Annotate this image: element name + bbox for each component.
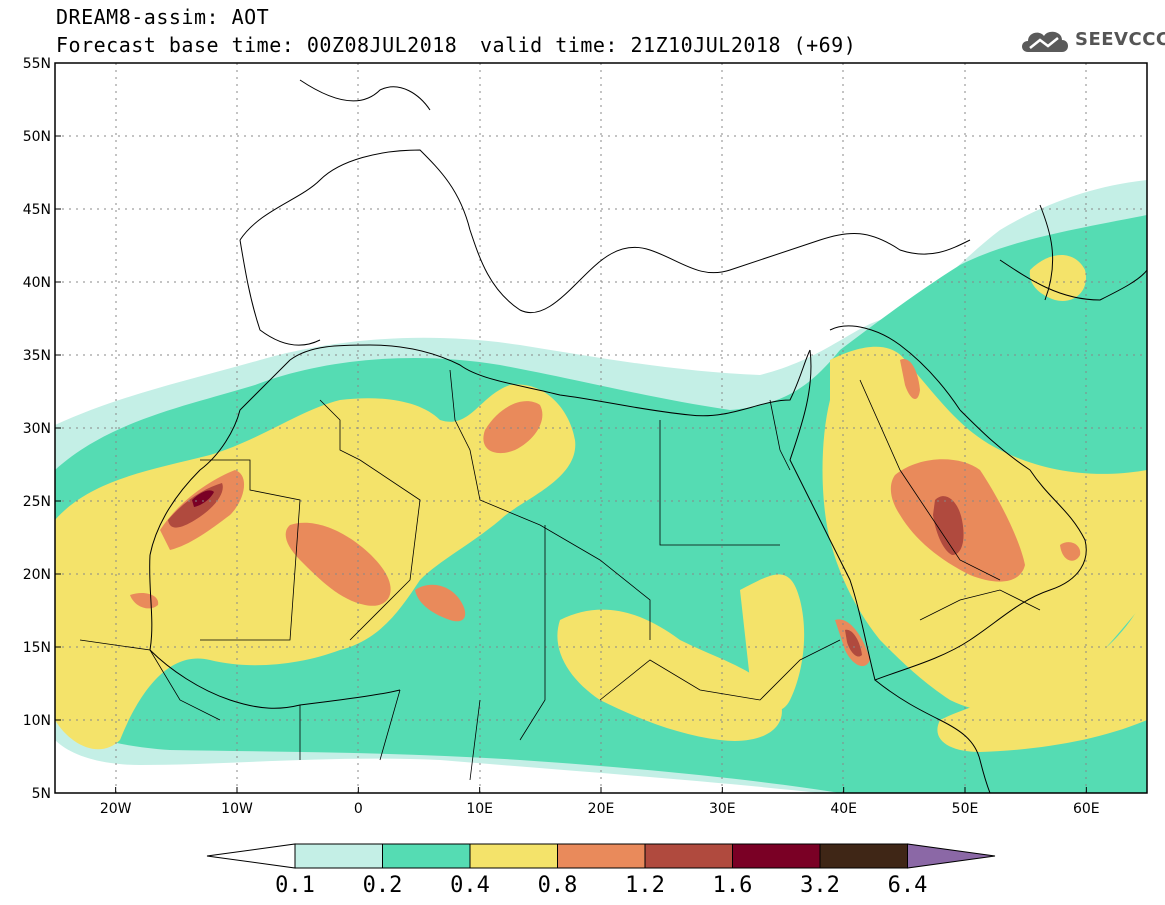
graticule	[55, 63, 1147, 793]
y-tick-label: 20N	[23, 567, 51, 583]
colorbar-label: 0.4	[450, 873, 490, 898]
y-tick-label: 5N	[32, 786, 51, 802]
colorbar-label: 1.6	[713, 873, 753, 898]
country-borders	[79, 369, 1041, 781]
y-tick-label: 10N	[23, 713, 51, 729]
x-tick-label: 40E	[830, 801, 857, 817]
cloud-icon	[1022, 31, 1068, 52]
y-tick-label: 15N	[23, 640, 51, 656]
colorbar-swatch	[557, 843, 646, 869]
y-tick-label: 35N	[23, 348, 51, 364]
colorbar-swatch	[382, 843, 471, 869]
y-tick-label: 45N	[23, 202, 51, 218]
colorbar-swatch	[732, 843, 821, 869]
coastlines	[149, 79, 1147, 793]
x-tick-label: 0	[354, 801, 363, 817]
colorbar-label: 0.2	[363, 873, 403, 898]
y-tick-label: 30N	[23, 421, 51, 437]
colorbar-swatch	[294, 843, 383, 869]
y-tick-label: 55N	[23, 56, 51, 72]
axis-ticks: 20W 10W 0 10E 20E 30E 40E 50E 60E 55N 50N 45N 40N 35N…	[23, 56, 1100, 817]
colorbar-swatch	[819, 843, 908, 869]
colorbar: 0.1 0.2 0.4 0.8 1.2 1.6 3.2 6.4	[206, 843, 996, 898]
y-tick-label: 40N	[23, 275, 51, 291]
x-tick-label: 30E	[709, 801, 736, 817]
colorbar-swatch	[469, 843, 558, 869]
forecast-base-time: Forecast base time: 00Z08JUL2018	[56, 33, 458, 57]
x-tick-label: 20W	[100, 801, 132, 817]
colorbar-label: 0.8	[538, 873, 578, 898]
map-title: DREAM8-assim: AOT	[56, 5, 270, 29]
y-tick-label: 25N	[23, 494, 51, 510]
colorbar-under-triangle	[206, 843, 296, 869]
colorbar-label: 3.2	[800, 873, 840, 898]
colorbar-swatch	[644, 843, 733, 869]
colorbar-over-triangle	[907, 843, 996, 869]
colorbar-label: 6.4	[888, 873, 928, 898]
colorbar-label: 1.2	[625, 873, 665, 898]
x-tick-label: 60E	[1073, 801, 1100, 817]
x-tick-label: 50E	[952, 801, 979, 817]
y-tick-label: 50N	[23, 129, 51, 145]
x-tick-label: 10W	[221, 801, 253, 817]
logo-text: SEEVCCC	[1075, 29, 1165, 50]
x-tick-label: 20E	[588, 801, 615, 817]
x-tick-label: 10E	[466, 801, 493, 817]
valid-time: valid time: 21Z10JUL2018 (+69)	[480, 33, 857, 57]
seevccc-logo: SEEVCCC	[1018, 24, 1165, 58]
colorbar-label: 0.1	[275, 873, 315, 898]
